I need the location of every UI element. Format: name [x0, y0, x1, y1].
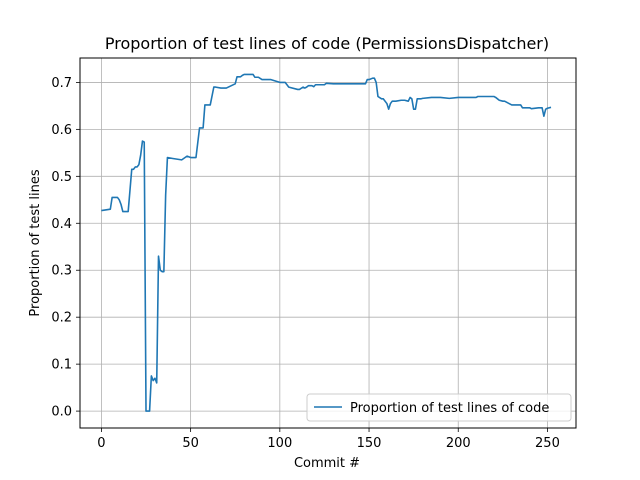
y-tick-label: 0.7 [51, 76, 72, 91]
y-axis-label: Proportion of test lines [28, 169, 43, 316]
y-tick-label: 0.4 [51, 217, 72, 232]
series-line-0 [101, 73, 552, 412]
x-axis-label: Commit # [294, 456, 360, 471]
y-tick-label: 0.6 [51, 123, 72, 138]
legend-box [306, 393, 572, 422]
y-axis: 0.0 0.1 0.2 0.3 0.4 0.5 0.6 0.7 [51, 76, 80, 420]
x-tick-label: 50 [182, 436, 199, 451]
x-tick-label: 250 [535, 436, 560, 451]
legend-entry: Proportion of test lines of code [350, 401, 549, 416]
x-axis: 0 50 100 150 200 250 [97, 428, 560, 451]
x-tick-label: 100 [267, 436, 292, 451]
grid-lines [80, 58, 576, 428]
legend: Proportion of test lines of code [306, 393, 572, 422]
chart-title: Proportion of test lines of code (Permis… [105, 34, 549, 53]
x-tick-label: 150 [357, 436, 382, 451]
series-layer [101, 73, 552, 412]
x-tick-label: 200 [446, 436, 471, 451]
plot-frame [79, 57, 577, 429]
x-tick-label: 0 [97, 436, 105, 451]
y-tick-label: 0.0 [51, 405, 72, 420]
y-tick-label: 0.1 [51, 358, 72, 373]
y-tick-label: 0.5 [51, 170, 72, 185]
y-tick-label: 0.3 [51, 264, 72, 279]
y-tick-label: 0.2 [51, 311, 72, 326]
